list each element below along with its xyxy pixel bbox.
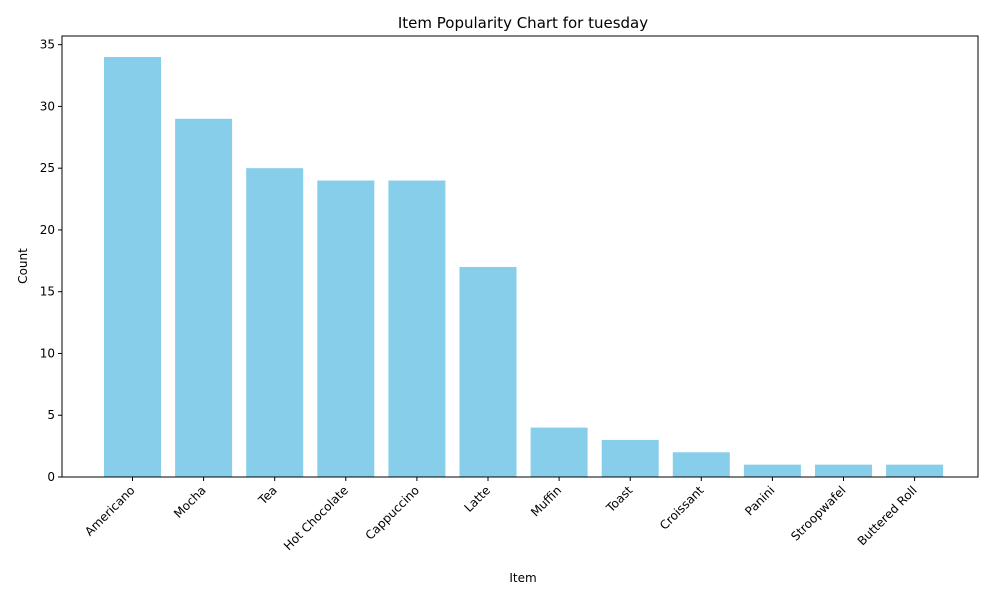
x-tick-label: Muffin <box>528 483 564 519</box>
x-tick-label: Panini <box>742 483 777 518</box>
x-tick-label: Buttered Roll <box>855 483 920 548</box>
x-tick-label: Hot Chocolate <box>281 483 351 553</box>
bar-americano <box>104 57 161 477</box>
y-tick-label: 20 <box>40 223 55 237</box>
x-tick-label: Cappuccino <box>363 483 422 542</box>
x-tick-label: Tea <box>255 483 280 508</box>
x-tick-label: Croissant <box>657 483 707 533</box>
bar-mocha <box>175 118 233 477</box>
bar-buttered-roll <box>886 464 944 477</box>
bar-stroopwafel <box>815 464 872 477</box>
y-axis-label: Count <box>16 248 30 284</box>
x-tick-label: Stroopwafel <box>788 483 848 543</box>
y-tick-label: 10 <box>40 346 55 360</box>
y-tick-label: 35 <box>40 38 55 52</box>
x-axis-label: Item <box>509 571 536 585</box>
x-axis-ticks: Americano Mocha Tea Hot Chocolate Cappuccino… <box>82 477 920 553</box>
x-tick-label: Americano <box>82 483 137 538</box>
bar-panini <box>743 464 801 477</box>
chart-title: Item Popularity Chart for tuesday <box>398 14 648 32</box>
bar-latte <box>459 267 517 477</box>
bar-croissant <box>672 452 730 477</box>
bar-hot-chocolate <box>317 180 375 477</box>
bar-tea <box>246 168 304 478</box>
x-tick-label: Latte <box>461 483 493 515</box>
y-tick-label: 15 <box>40 285 55 299</box>
x-tick-label: Toast <box>603 483 636 516</box>
bar-toast <box>601 439 659 477</box>
y-tick-label: 30 <box>40 99 55 113</box>
plot-frame <box>61 35 979 478</box>
y-tick-label: 0 <box>47 470 55 484</box>
bars-group <box>104 57 944 478</box>
y-tick-label: 25 <box>40 161 55 175</box>
y-axis-ticks: 0 5 10 15 20 25 30 35 <box>40 38 62 484</box>
x-tick-label: Mocha <box>171 483 209 521</box>
bar-cappuccino <box>388 180 446 477</box>
y-tick-label: 5 <box>47 408 55 422</box>
bar-muffin <box>530 427 588 477</box>
